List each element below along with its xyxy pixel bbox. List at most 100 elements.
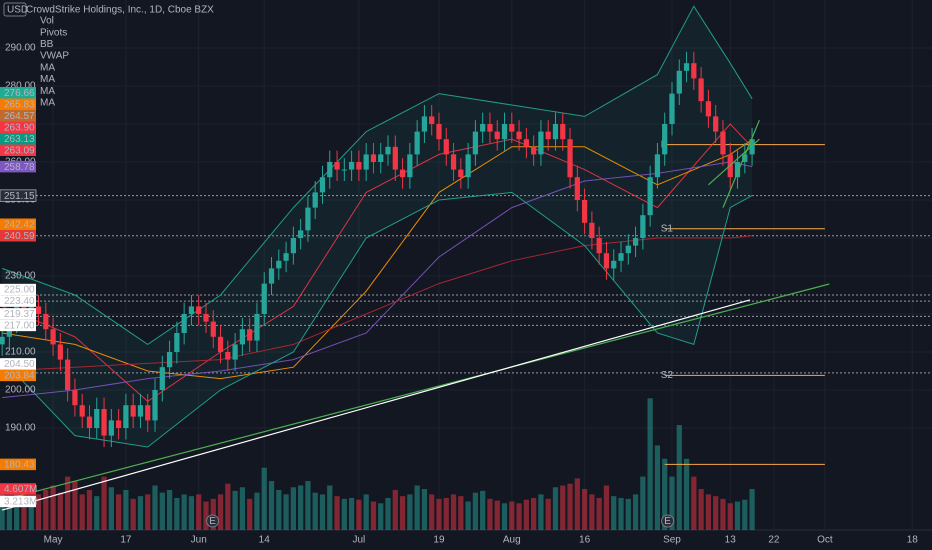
volume-bar: [589, 494, 595, 530]
volume-bar: [509, 501, 515, 530]
candle-body: [494, 131, 500, 140]
candle-body: [123, 405, 129, 429]
volume-bar: [567, 483, 573, 530]
candle-body: [399, 169, 406, 178]
earnings-label: E: [664, 516, 671, 527]
x-tick-label: Jul: [352, 535, 365, 546]
price-tag: [0, 87, 36, 99]
candle-body: [276, 260, 282, 269]
candle-body: [662, 123, 668, 155]
candle-body: [239, 329, 246, 345]
candle-body: [378, 154, 384, 162]
volume-bar: [596, 497, 602, 530]
volume-bar: [254, 492, 260, 530]
candle-body: [217, 336, 224, 353]
candle-body: [450, 154, 457, 170]
candle-body: [130, 405, 136, 417]
volume-bar: [472, 492, 479, 530]
x-tick-label: Aug: [503, 535, 521, 546]
volume-bar: [378, 503, 384, 530]
candles: [0, 51, 755, 448]
candle-body: [531, 146, 537, 155]
legend-entry: Vol: [40, 16, 54, 27]
x-tick-label: Oct: [817, 535, 833, 546]
trendline: [1, 299, 751, 511]
volume-bar: [713, 496, 719, 530]
candle-body: [247, 329, 253, 341]
earnings-marker: [206, 514, 220, 528]
volume-bar: [152, 485, 158, 530]
volume-bar: [261, 467, 267, 530]
candle-body: [108, 420, 114, 436]
volume-bar: [632, 494, 639, 530]
x-tick-label: Sep: [663, 535, 681, 546]
candle-body: [94, 409, 100, 429]
volume-bar: [72, 481, 78, 530]
legend-entry: BB: [40, 39, 54, 50]
chart-title: CrowdStrike Holdings, Inc., 1D, Cboe BZX: [26, 5, 214, 16]
volume-bar: [734, 501, 741, 530]
price-tag-label: 223.40: [4, 296, 35, 307]
volume-bar: [188, 496, 195, 530]
candle-body: [465, 154, 471, 178]
volume-bar: [531, 497, 537, 530]
volume-bar: [14, 485, 20, 530]
legend-entry: Pivots: [40, 27, 67, 38]
volume-bar: [487, 498, 493, 530]
x-tick-label: Jun: [191, 535, 207, 546]
candle-body: [647, 177, 653, 216]
legend-entry: MA: [40, 86, 55, 97]
trendlines: [1, 119, 830, 511]
candle-body: [407, 154, 413, 178]
candle-body: [421, 116, 428, 132]
volume-bar: [654, 445, 661, 530]
candle-body: [509, 123, 515, 132]
volume-bar: [450, 494, 457, 530]
volume-bar: [305, 481, 311, 530]
volume-bar: [50, 485, 56, 530]
volume-bar: [611, 496, 617, 530]
candle-body: [334, 161, 340, 170]
candle-body: [589, 222, 595, 239]
y-tick-label: 190.00: [5, 423, 36, 434]
candle-body: [166, 352, 173, 368]
moving-average-line: [2, 161, 753, 399]
candle-body: [50, 329, 56, 345]
moving-average-line: [2, 235, 753, 372]
candle-body: [159, 367, 165, 391]
candle-body: [356, 161, 362, 170]
volume-bar: [618, 497, 624, 530]
bollinger-line: [1, 191, 753, 448]
candle-body: [698, 78, 704, 102]
volume-bar: [290, 487, 296, 530]
volume-bar: [239, 487, 246, 530]
volume-bar: [727, 503, 733, 530]
volume-bar: [217, 494, 224, 530]
volume-bar: [429, 494, 435, 530]
volume-bar: [399, 496, 406, 530]
price-tag-label: 263.90: [4, 122, 35, 133]
volume-bar: [57, 492, 63, 530]
volume-bar: [385, 497, 391, 530]
candle-body: [472, 131, 479, 155]
volume-bar: [79, 494, 85, 530]
volume-bar: [348, 497, 355, 530]
candle-body: [691, 63, 697, 79]
volume-bar: [123, 489, 129, 530]
candle-body: [79, 405, 85, 417]
candle-body: [72, 390, 78, 406]
price-tag-label: 240.59: [4, 231, 35, 242]
candle-body: [487, 123, 493, 132]
candle-body: [385, 146, 391, 155]
volume-bar: [6, 498, 13, 530]
pivot-label: S1: [661, 223, 674, 234]
candle-body: [86, 416, 93, 429]
candle-body: [196, 306, 202, 315]
candle-body: [392, 146, 398, 170]
volume-bar: [538, 494, 544, 530]
x-tick-label: 13: [725, 535, 737, 546]
volume-bar: [43, 489, 49, 530]
price-tag-label: 3.213M: [4, 497, 37, 508]
